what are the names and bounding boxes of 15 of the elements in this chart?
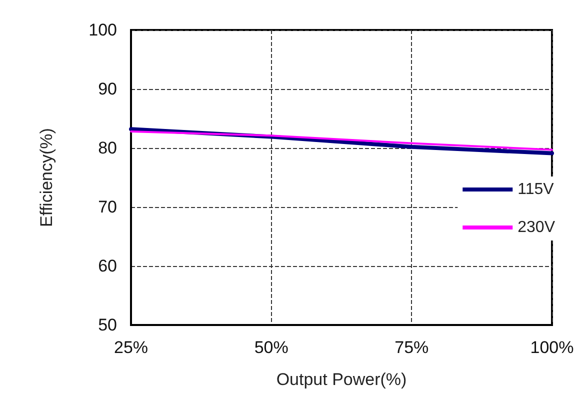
y-tick-label: 70 xyxy=(98,198,117,216)
legend-label: 230V xyxy=(518,219,556,236)
y-tick-label: 60 xyxy=(98,256,117,276)
y-tick-label: 100 xyxy=(88,20,117,40)
legend-label: 115V xyxy=(518,181,554,198)
x-tick-label: 25% xyxy=(114,338,148,357)
x-axis-title: Output Power(%) xyxy=(276,370,407,389)
y-tick-label: 90 xyxy=(98,80,117,98)
y-tick-label: 50 xyxy=(98,316,117,334)
x-tick-label: 50% xyxy=(254,338,288,357)
x-tick-label: 100% xyxy=(530,338,574,357)
y-axis-title: Efficiency(%) xyxy=(37,128,56,227)
line-series xyxy=(130,130,553,151)
x-tick-label: 75% xyxy=(394,338,429,357)
y-tick-label: 80 xyxy=(98,138,117,158)
